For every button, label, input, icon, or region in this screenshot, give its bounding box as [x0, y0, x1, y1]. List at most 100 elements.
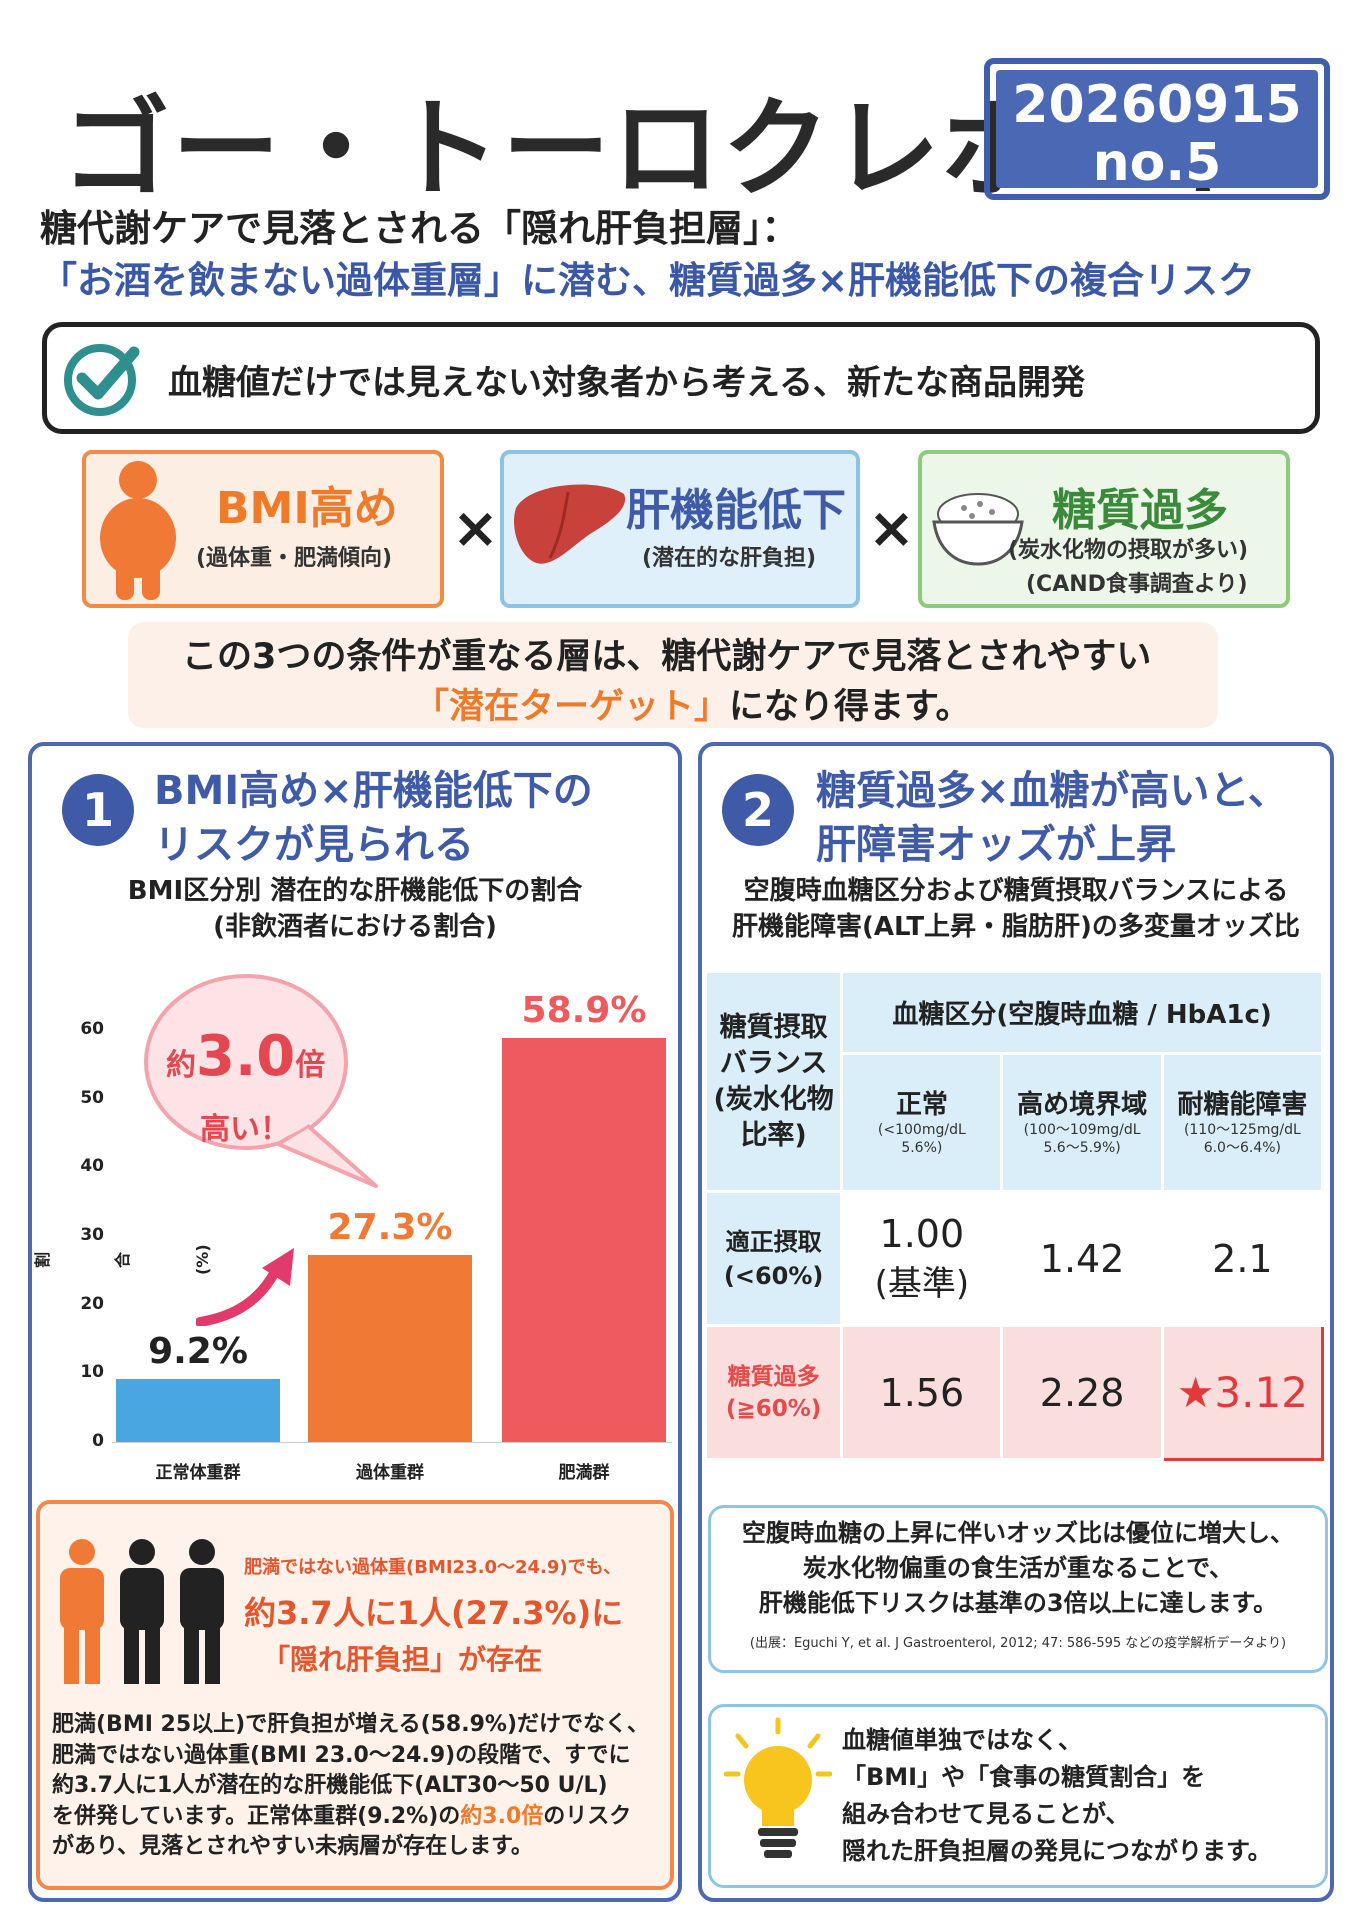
body-line4-a: を併発しています。正常体重群(9.2%)の: [52, 1803, 461, 1829]
report-date: 20260915: [1012, 75, 1302, 135]
y-tick-label: 10: [80, 1362, 104, 1383]
callout-line1: 肥満ではない過体重(BMI23.0〜24.9)でも、: [244, 1557, 622, 1578]
bar-value-label: 58.9%: [521, 989, 647, 1031]
summary-note-box: [128, 622, 1218, 728]
body-line1: 肥満(BMI 25以上)で肝負担が増える(58.9%)だけでなく、: [52, 1712, 650, 1737]
times-symbol-2: ×: [868, 496, 915, 561]
key-message-box: [42, 322, 1320, 434]
row-label-excess: 糖質過多 (≧60%): [703, 1324, 844, 1461]
date-badge: 20260915 no.5: [984, 58, 1330, 200]
overweight-person-icon: [100, 461, 176, 600]
chart-y-axis-label: 割合(%): [33, 1244, 212, 1275]
people-ratio-icon: [60, 1539, 224, 1684]
odds-summary-line3: 肝機能低下リスクは基準の3倍以上に達します。: [758, 1589, 1278, 1617]
body-line2: 肥満ではない過体重(BMI 23.0〜24.9)の段階で、すでに: [52, 1742, 631, 1768]
panel2-number: 2: [722, 774, 794, 846]
x-axis-baseline: [112, 1442, 672, 1443]
bar-1: [308, 1254, 472, 1442]
y-tick-label: 20: [80, 1293, 104, 1314]
y-tick-label: 40: [80, 1156, 104, 1177]
summary-note-line1: この3つの条件が重なる層は、糖代謝ケアで見落とされやすい: [182, 637, 1152, 677]
condition-sub-liver: (潜在的な肝負担): [642, 546, 817, 571]
speech-bubble: [144, 974, 378, 1188]
category-label: 肥満群: [558, 1463, 610, 1483]
cell-value: 1.00: [879, 1212, 965, 1256]
overweight-callout-box: [36, 1500, 674, 1890]
panel1-heading-line2: リスクが見られる: [154, 822, 474, 868]
y-tick-label: 0: [92, 1431, 104, 1451]
category-label: 正常体重群: [155, 1463, 241, 1483]
row-normal-label1: 適正摂取: [725, 1227, 822, 1256]
row-label-normal: 適正摂取 (<60%): [703, 1190, 844, 1327]
times-symbol-1: ×: [452, 496, 499, 561]
y-tick-label: 30: [80, 1225, 104, 1245]
liver-icon: [514, 484, 626, 564]
body-line4-b: のリスク: [543, 1803, 632, 1829]
panel2-subtitle-line1: 空腹時血糖区分および糖質摂取バランスによる: [743, 876, 1289, 906]
col-borderline-sub2: 5.6〜5.9%): [1043, 1139, 1121, 1156]
cell-normal-borderline: 1.42: [1000, 1190, 1164, 1327]
summary-note-rest: になり得ます。: [729, 687, 971, 727]
panel1-number: 1: [62, 774, 134, 846]
bar-value-label: 9.2%: [148, 1330, 248, 1372]
body-line4-highlight: 約3.0倍: [460, 1803, 544, 1829]
col-header-igt: 耐糖能障害 (110〜125mg/dL 6.0〜6.4%): [1160, 1052, 1325, 1193]
panel2-heading-line2: 肝障害オッズが上昇: [816, 822, 1176, 868]
callout-line2: 約3.7人に1人(27.3%)に: [244, 1594, 624, 1632]
condition-sub-carb: (炭水化物の摂取が多い): [1008, 538, 1249, 563]
condition-sub-bmi: (過体重・肥満傾向): [196, 546, 393, 571]
source-citation: (出展：Eguchi Y, et al. J Gastroenterol, 20…: [749, 1636, 1287, 1651]
row-header-line1: 糖質摂取: [719, 1011, 828, 1043]
row-normal-label2: (<60%): [723, 1261, 824, 1290]
panel1-body-text: 肥満(BMI 25以上)で肝負担が増える(58.9%)だけでなく、 肥満ではない…: [52, 1710, 664, 1863]
condition-title-carb: 糖質過多: [1052, 485, 1228, 536]
panel1-subtitle-line1: BMI区分別 潜在的な肝機能低下の割合: [127, 876, 583, 906]
bubble-big-number: 3.0: [196, 1024, 296, 1089]
tip-line2: 「BMI」や「食事の糖質割合」を: [842, 1763, 1206, 1791]
condition-sub2-carb: (CAND食事調査より): [1026, 572, 1248, 597]
condition-title-liver: 肝機能低下: [626, 485, 846, 536]
panel1-heading-line1: BMI高め×肝機能低下の: [154, 768, 593, 814]
odds-ratio-table: 糖質摂取 バランス (炭水化物 比率) 血糖区分(空腹時血糖 / HbA1c) …: [703, 970, 1325, 1461]
report-issue: no.5: [1092, 133, 1222, 193]
cell-excess-igt-highlight: ★3.12: [1160, 1324, 1325, 1461]
y-tick-label: 50: [80, 1087, 104, 1108]
tip-box: [708, 1704, 1328, 1888]
summary-note-line2: 「潜在ターゲット」になり得ます。: [414, 678, 971, 729]
bar-value-label: 27.3%: [327, 1206, 453, 1248]
tip-line4: 隠れた肝負担層の発見につながります。: [842, 1837, 1272, 1865]
col-igt-sub2: 6.0〜6.4%): [1203, 1139, 1281, 1156]
body-line3: 約3.7人に1人が潜在的な肝機能低下(ALT30〜50 U/L): [52, 1773, 608, 1798]
panel2-heading-line1: 糖質過多×血糖が高いと、: [816, 768, 1288, 814]
bubble-line2: 高い！: [200, 1112, 290, 1147]
cell-normal-igt: 2.1: [1160, 1190, 1325, 1327]
odds-summary-line2: 炭水化物偏重の食生活が重なることで、: [802, 1554, 1234, 1582]
category-label: 過体重群: [356, 1463, 424, 1483]
panel-bmi-liver: [28, 742, 682, 1902]
panel-carb-glucose: [698, 742, 1334, 1902]
checkmark-icon: [64, 344, 140, 416]
row-header-balance: 糖質摂取 バランス (炭水化物 比率): [703, 970, 844, 1193]
tip-text: 血糖値単独ではなく、 「BMI」や「食事の糖質割合」を 組み合わせて見ることが、…: [842, 1722, 1272, 1870]
row-excess-label1: 糖質過多: [727, 1363, 820, 1390]
tip-line1: 血糖値単独ではなく、: [842, 1726, 1082, 1754]
row-header-line2: バランス: [719, 1047, 828, 1079]
col-igt-sub1: (110〜125mg/dL: [1183, 1121, 1301, 1138]
col-normal-name: 正常: [895, 1089, 948, 1120]
cell-excess-normal: 1.56: [840, 1324, 1004, 1461]
row-header-line4: 比率): [740, 1119, 807, 1151]
col-normal-sub1: (<100mg/dL: [877, 1121, 966, 1138]
body-line5: があり、見落とされやすい未病層が存在します。: [52, 1834, 533, 1859]
y-tick-label: 60: [80, 1019, 104, 1039]
key-message-text: 血糖値だけでは見えない対象者から考える、新たな商品開発: [168, 363, 1085, 403]
col-header-borderline: 高め境界域 (100〜109mg/dL 5.6〜5.9%): [1000, 1052, 1164, 1193]
bubble-ratio: 約3.0倍: [166, 1024, 325, 1089]
summary-note-highlight: 「潜在ターゲット」: [414, 687, 730, 727]
col-normal-sub2: 5.6%): [901, 1139, 943, 1156]
col-borderline-name: 高め境界域: [1017, 1089, 1148, 1120]
condition-title-bmi: BMI高め: [216, 483, 398, 534]
bubble-suffix: 倍: [295, 1048, 326, 1083]
col-igt-name: 耐糖能障害: [1177, 1089, 1308, 1120]
bar-0: [116, 1378, 280, 1442]
cell-excess-borderline: 2.28: [1000, 1324, 1164, 1461]
